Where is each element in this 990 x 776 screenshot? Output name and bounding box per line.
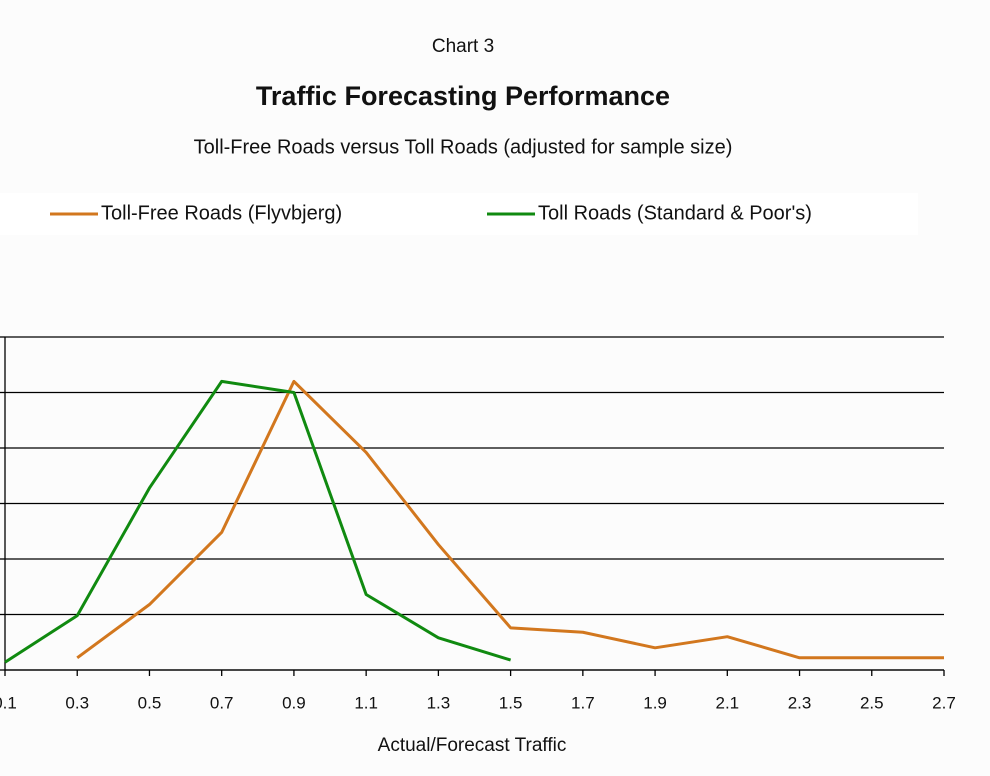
x-tick-label: 1.5 [499,693,523,712]
x-axis-label: Actual/Forecast Traffic [378,735,567,756]
x-tick-label: 0.5 [138,693,162,712]
chart-subtitle: Toll-Free Roads versus Toll Roads (adjus… [194,136,733,158]
x-tick-label: 2.7 [932,693,956,712]
legend-label: Toll Roads (Standard & Poor's) [538,202,812,224]
legend-box [0,193,918,235]
x-tick-label: 1.3 [427,693,451,712]
legend-label: Toll-Free Roads (Flyvbjerg) [101,202,342,224]
series-line [76,379,944,660]
x-tick-label: 0.9 [282,693,306,712]
x-tick-label: 1.9 [643,693,667,712]
x-tick-label: 1.1 [354,693,378,712]
chart-title: Traffic Forecasting Performance [256,81,670,111]
x-tick-label: 2.1 [715,693,739,712]
chart-supertitle: Chart 3 [432,36,494,57]
x-tick-label: 2.3 [788,693,812,712]
x-tick-label: 0.7 [210,693,234,712]
x-tick-label: 1.7 [571,693,595,712]
x-tick-label: 0.1 [0,693,17,712]
series-line [4,379,512,664]
x-tick-label: 0.3 [65,693,89,712]
x-tick-label: 2.5 [860,693,884,712]
